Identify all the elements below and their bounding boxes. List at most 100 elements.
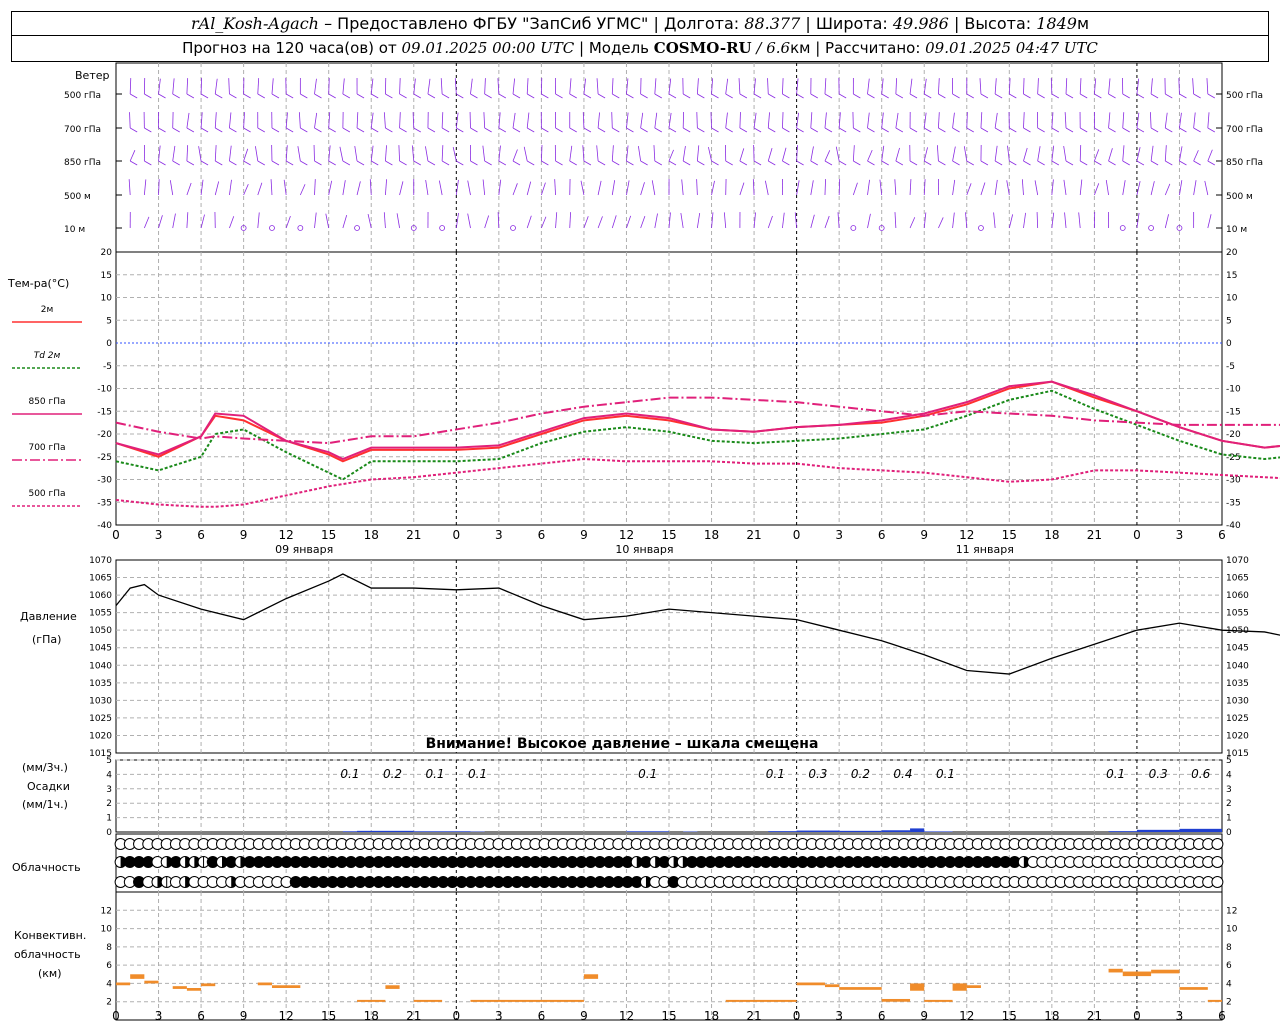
day-label: 10 января <box>615 543 673 556</box>
cloud-symbol-icon <box>1211 838 1224 850</box>
wind-barb <box>512 183 518 196</box>
wind-barb-flag <box>612 160 620 166</box>
wind-barb <box>668 149 674 162</box>
wind-barb <box>1193 112 1196 129</box>
wind-barb <box>512 149 518 162</box>
wind-barb <box>952 146 956 162</box>
wind-barb <box>654 112 658 129</box>
pressure-tick-label: 1030 <box>89 696 112 706</box>
wind-calm-icon <box>1176 225 1183 231</box>
wind-barb <box>696 145 700 162</box>
wind-barb <box>1079 145 1082 162</box>
wind-barb <box>526 181 532 196</box>
wind-barb <box>980 182 986 196</box>
wind-barb <box>229 145 232 162</box>
wind-barb-flag <box>413 127 421 133</box>
wind-barb <box>582 145 585 162</box>
latitude-label: | Широта: <box>800 14 893 33</box>
precip-unit-3h: (мм/3ч.) <box>22 761 68 774</box>
wind-barb <box>994 112 998 129</box>
wind-barb <box>214 112 217 129</box>
model-resolution-unit: км <box>790 39 811 57</box>
wind-barb <box>1207 149 1213 162</box>
wind-barb <box>837 212 840 229</box>
wind-barb-flag <box>186 93 195 99</box>
wind-barb-flag <box>612 93 620 99</box>
wind-barb <box>482 179 486 196</box>
wind-barb-flag <box>824 160 833 166</box>
wind-barb-flag <box>1136 160 1145 166</box>
wind-barb <box>895 78 897 95</box>
cloud-symbol-icon <box>1211 856 1224 868</box>
wind-barb <box>596 78 599 95</box>
wind-barb <box>413 78 416 95</box>
time-tick-label: 18 <box>704 528 719 542</box>
temperature-tick-label: 0 <box>106 339 112 349</box>
station-name: rAl_Kosh-Agach <box>190 14 319 33</box>
wind-barb-flag <box>498 160 507 166</box>
wind-barb-flag <box>838 160 847 166</box>
wind-calm-icon <box>354 225 360 231</box>
wind-barb <box>835 146 840 162</box>
wind-barb-flag <box>200 160 209 166</box>
precip-3h-label: 0.1 <box>468 767 487 781</box>
wind-barb <box>1078 212 1081 229</box>
wind-barb-flag <box>640 160 648 166</box>
wind-barb-flag <box>881 93 889 99</box>
wind-barb <box>1136 78 1140 95</box>
convective-bar <box>1207 999 1222 1002</box>
wind-barb <box>257 212 260 229</box>
wind-barb-flag <box>1080 93 1088 99</box>
convective-bar <box>910 983 925 991</box>
wind-barb <box>198 146 202 162</box>
wind-barb <box>1064 212 1067 229</box>
wind-barb <box>484 78 486 95</box>
time-tick-label-bottom: 3 <box>155 1009 163 1023</box>
wind-barb-flag <box>1207 93 1216 99</box>
wind-barb-flag <box>1080 160 1088 166</box>
wind-barb <box>1179 112 1182 129</box>
wind-barb <box>881 145 885 162</box>
precip-tick-label: 4 <box>106 770 112 780</box>
wind-barb <box>668 112 672 129</box>
pressure-tick-label-right: 1015 <box>1226 749 1249 759</box>
wind-barb <box>257 78 260 95</box>
convective-bar <box>413 999 443 1002</box>
wind-barb <box>682 145 686 162</box>
pressure-tick-label-right: 1065 <box>1226 574 1249 584</box>
precip-tick-label: 0 <box>106 828 112 838</box>
wind-barb <box>923 179 926 196</box>
temperature-legend-label: Td 2м <box>34 351 61 361</box>
wind-barb <box>963 146 968 162</box>
convective-bar <box>186 988 202 991</box>
temperature-legend-label: 500 гПа <box>28 489 65 499</box>
wind-barb <box>580 180 585 196</box>
wind-barb-flag <box>725 160 733 166</box>
wind-barb <box>1136 181 1141 196</box>
wind-barb <box>497 78 500 95</box>
model-label: | Модель <box>574 39 654 57</box>
wind-barb <box>767 78 769 95</box>
wind-barb-flag <box>484 160 492 166</box>
wind-barb-flag <box>413 160 421 166</box>
wind-calm-icon <box>1148 225 1155 231</box>
wind-barb <box>438 180 443 196</box>
wind-barb <box>725 78 729 95</box>
convective-axis-title-2: облачность <box>14 948 81 961</box>
pressure-tick-label: 1015 <box>89 749 112 759</box>
wind-barb <box>1037 78 1039 95</box>
wind-level-label-right: 500 м <box>1226 192 1253 202</box>
wind-barb-flag <box>129 160 138 166</box>
wind-barb <box>810 180 814 196</box>
wind-barb-flag <box>1150 127 1159 133</box>
wind-barb <box>314 112 318 129</box>
header-forecast-bar: Прогноз на 120 часа(ов) от 09.01.2025 00… <box>11 36 1269 62</box>
wind-barb-flag <box>569 93 577 99</box>
wind-barb-flag <box>427 160 436 166</box>
time-tick-label: 21 <box>406 528 421 542</box>
precip-tick-label-right: 5 <box>1226 756 1232 766</box>
wind-barb-flag <box>697 127 705 133</box>
wind-level-label-right: 500 гПа <box>1226 91 1263 101</box>
wind-barb <box>497 212 500 229</box>
wind-barb <box>186 182 192 196</box>
